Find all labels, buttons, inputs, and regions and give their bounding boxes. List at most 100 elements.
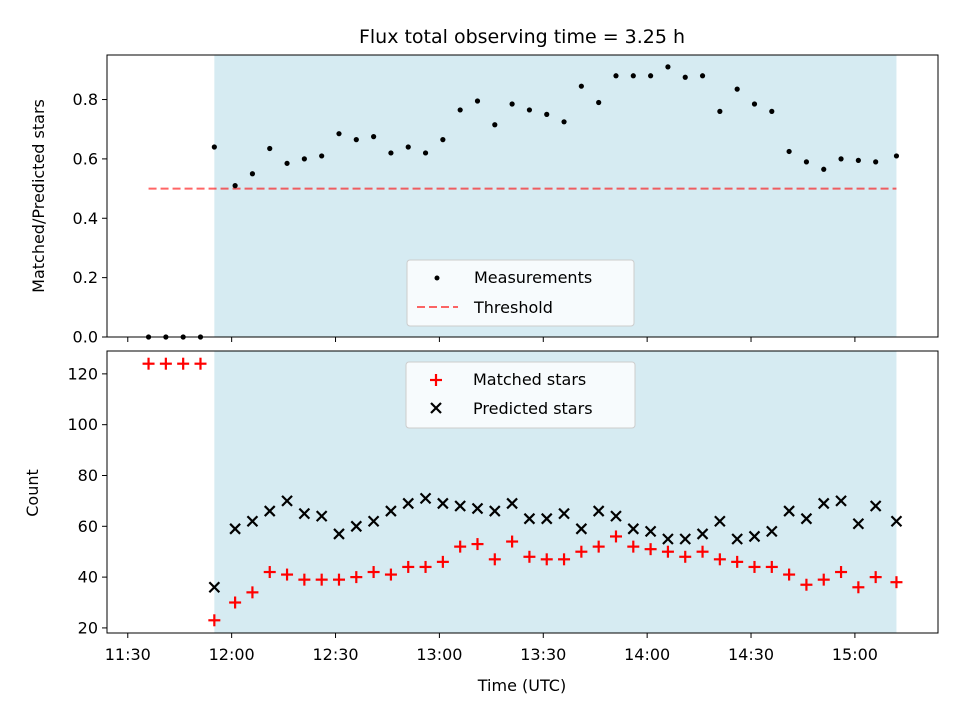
predicted-stars-point [852,517,865,530]
measurement-point [336,131,342,137]
predicted-stars-point [766,525,778,538]
predicted-stars-point [610,510,622,522]
matched-stars-point [350,571,363,584]
predicted-stars-point [385,505,397,517]
matched-stars-point [696,545,709,558]
matched-stars-point [817,573,830,586]
measurement-point [630,73,636,79]
measurement-point [786,148,792,155]
x-tick-label: 13:30 [520,645,566,664]
measurement-point [474,98,481,104]
measurement-point [613,73,619,79]
predicted-stars-point [419,492,432,505]
bottom-y-axis-label: Count [23,469,42,517]
predicted-stars-point [592,505,605,517]
y-tick-label: 0.0 [73,328,98,347]
x-tick-label: 13:00 [416,645,462,664]
matched-stars-point [644,543,657,556]
matched-stars-point [523,550,536,563]
matched-stars-point [748,560,761,573]
y-tick-label: 0.6 [73,149,98,168]
predicted-stars-point [489,505,501,517]
matched-stars-point [263,566,276,579]
measurement-point [544,111,550,117]
matched-stars-point [142,357,155,370]
measurement-point [232,183,238,189]
matched-stars-point [506,535,519,548]
predicted-stars-point [402,497,415,510]
predicted-stars-point [817,497,830,510]
top-legend: Measurements Threshold [406,259,635,327]
measurement-point [249,171,256,177]
matched-stars-point [592,540,605,553]
x-tick-label: 12:00 [209,645,255,664]
measurement-point [855,157,861,163]
legend-predicted-marker [430,402,442,414]
predicted-stars-point [714,515,726,527]
legend-matched-label: Matched stars [473,370,586,389]
predicted-stars-point [890,515,903,527]
matched-stars-point [540,553,553,566]
matched-stars-point [661,545,674,558]
figure-title: Flux total observing time = 3.25 h [359,26,685,48]
matched-stars-point [332,573,345,586]
measurement-point [821,166,827,172]
measurement-point [665,64,671,70]
predicted-stars-point [229,523,241,535]
matched-stars-point [627,540,640,553]
bottom-panel: 20 40 60 80 100 120 11:30 12:00 12:30 13:00 13:30… [23,350,939,695]
predicted-stars-point [263,505,276,517]
y-tick-label: 120 [67,364,98,383]
predicted-stars-point [731,533,743,545]
predicted-stars-point [454,500,466,512]
predicted-stars-point [748,530,761,543]
predicted-stars-point [679,533,692,545]
legend-matched-marker [430,374,442,386]
matched-stars-point [208,614,221,627]
measurement-point [211,144,217,150]
matched-stars-point [575,545,588,558]
matched-stars-point [194,357,207,370]
predicted-stars-point [315,510,328,522]
matched-stars-point [454,540,467,553]
bottom-axes-frame [106,350,939,634]
predicted-stars-point [437,497,449,510]
predicted-stars-point [558,507,570,520]
measurement-point [596,99,602,106]
predicted-stars-point [662,533,674,545]
measurement-point [717,108,723,114]
predicted-stars-point [540,512,553,525]
matched-stars-point [609,530,622,543]
predicted-stars-point [627,523,640,535]
measurement-point [284,160,290,166]
measurement-point [405,144,411,150]
measurement-point [319,153,325,159]
measurement-point [699,73,706,79]
measurement-point [561,119,567,125]
measurement-point [648,73,654,79]
matched-stars-point [177,357,190,370]
matched-stars-point [835,566,848,579]
matched-stars-point [281,568,294,581]
predicted-stars-point [506,497,518,510]
y-tick-label: 100 [67,415,98,434]
measurement-point [734,86,740,92]
matched-stars-point [471,538,484,551]
top-panel: 0.00.20.40.60.8 Matched/Predicted stars … [29,54,939,347]
matched-stars-point [731,555,744,568]
matched-stars-point [436,555,449,568]
predicted-stars-point [367,515,380,527]
measurement-point [353,137,359,143]
matched-stars-point [783,568,796,581]
y-tick-label: 20 [78,618,98,637]
measurement-point [682,74,688,80]
predicted-stars-point [333,528,345,540]
y-tick-label: 0.4 [73,209,98,228]
predicted-stars-point [281,495,293,507]
measurement-point [440,137,446,143]
x-axis-label: Time (UTC) [477,676,566,695]
measurement-point [751,101,758,107]
y-tick-label: 60 [78,517,98,536]
matched-stars-point [558,553,571,566]
